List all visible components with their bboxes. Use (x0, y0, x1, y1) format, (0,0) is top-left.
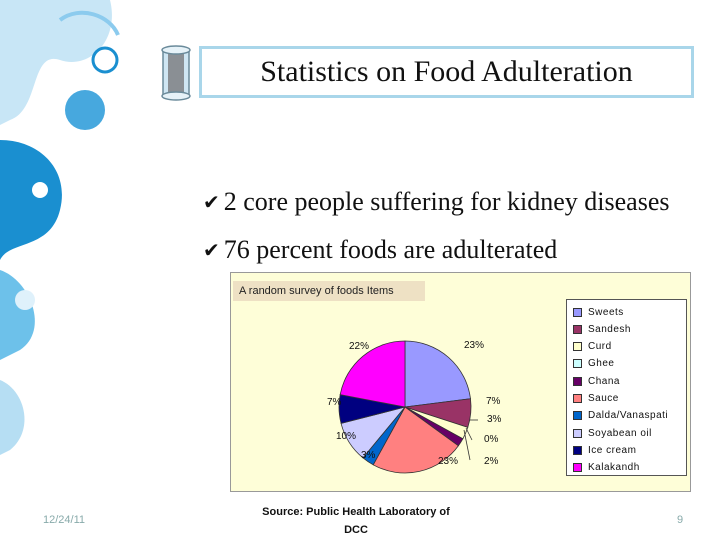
legend-swatch (573, 307, 582, 317)
slide-date: 12/24/11 (43, 514, 86, 526)
source-line: Source: Public Health Laboratory of (262, 506, 450, 518)
source-note: Source: Public Health Laboratory of DCC (245, 503, 467, 539)
legend-item: Kalakandh (573, 461, 640, 475)
bullet-item: ✔ 76 percent foods are adulterated (203, 226, 669, 274)
legend-label: Curd (588, 341, 612, 353)
legend-item: Chana (573, 374, 620, 388)
checkmark-icon: ✔ (203, 239, 220, 262)
pie-slice-sauce (372, 406, 459, 474)
legend-swatch (573, 428, 582, 438)
scroll-icon (161, 45, 191, 101)
chart-title: A random survey of foods Items (233, 281, 425, 301)
chart-legend: Sweets Sandesh Curd Ghee Chana Sauce Dalda/Van… (566, 299, 687, 476)
legend-item: Sandesh (573, 322, 631, 336)
legend-label: Soyabean oil (588, 427, 652, 439)
legend-label: Sauce (588, 393, 619, 404)
legend-item: Ice cream (573, 443, 636, 457)
pie-slice-sweets (404, 340, 471, 408)
legend-label: Ghee (588, 358, 615, 370)
bullet-text: 2 core people suffering for kidney disea… (223, 187, 670, 216)
pie-data-label: 7% (486, 396, 501, 407)
pie-data-label: 2% (484, 456, 499, 467)
pie-data-label: 23% (438, 456, 458, 467)
legend-swatch (573, 342, 582, 352)
pie-data-label: 3% (487, 414, 502, 425)
leader-line (465, 427, 473, 441)
legend-label: Sandesh (588, 323, 631, 335)
legend-swatch (573, 394, 582, 403)
legend-swatch (573, 445, 582, 455)
legend-item: Dalda/Vanaspati (573, 409, 668, 423)
pie-data-label: 10% (336, 431, 356, 442)
legend-label: Sweets (588, 306, 624, 318)
legend-swatch (573, 411, 582, 421)
pie-data-label: 0% (484, 434, 499, 445)
legend-item: Curd (573, 340, 612, 354)
pie-data-label: 7% (327, 397, 342, 408)
pie-data-label: 22% (349, 341, 369, 352)
page-number: 9 (677, 514, 684, 526)
pie-data-label: 3% (361, 450, 376, 461)
title-box: Statistics on Food Adulteration (199, 46, 694, 98)
legend-item: Sweets (573, 305, 624, 319)
legend-swatch (573, 324, 582, 334)
checkmark-icon: ✔ (203, 191, 220, 214)
leader-line (463, 429, 471, 461)
swirl-decoration (0, 0, 120, 455)
pie-data-label: 23% (464, 340, 484, 351)
decorative-swirl-band (0, 0, 150, 546)
legend-item: Sauce (573, 392, 619, 406)
legend-swatch (573, 463, 582, 473)
legend-swatch (573, 359, 582, 369)
legend-item: Soyabean oil (573, 426, 652, 440)
legend-swatch (573, 376, 582, 386)
source-line: DCC (344, 524, 368, 536)
bullet-list: ✔ 2 core people suffering for kidney dis… (203, 178, 669, 274)
legend-label: Kalakandh (588, 462, 640, 474)
slide-title: Statistics on Food Adulteration (260, 55, 633, 88)
legend-label: Chana (588, 375, 620, 387)
bullet-text: 76 percent foods are adulterated (223, 235, 558, 264)
bullet-item: ✔ 2 core people suffering for kidney dis… (203, 178, 669, 226)
legend-label: Dalda/Vanaspati (588, 410, 669, 422)
legend-item: Ghee (573, 357, 614, 371)
pie-slice-kalakandh (339, 340, 406, 408)
legend-label: Ice cream (588, 444, 637, 456)
